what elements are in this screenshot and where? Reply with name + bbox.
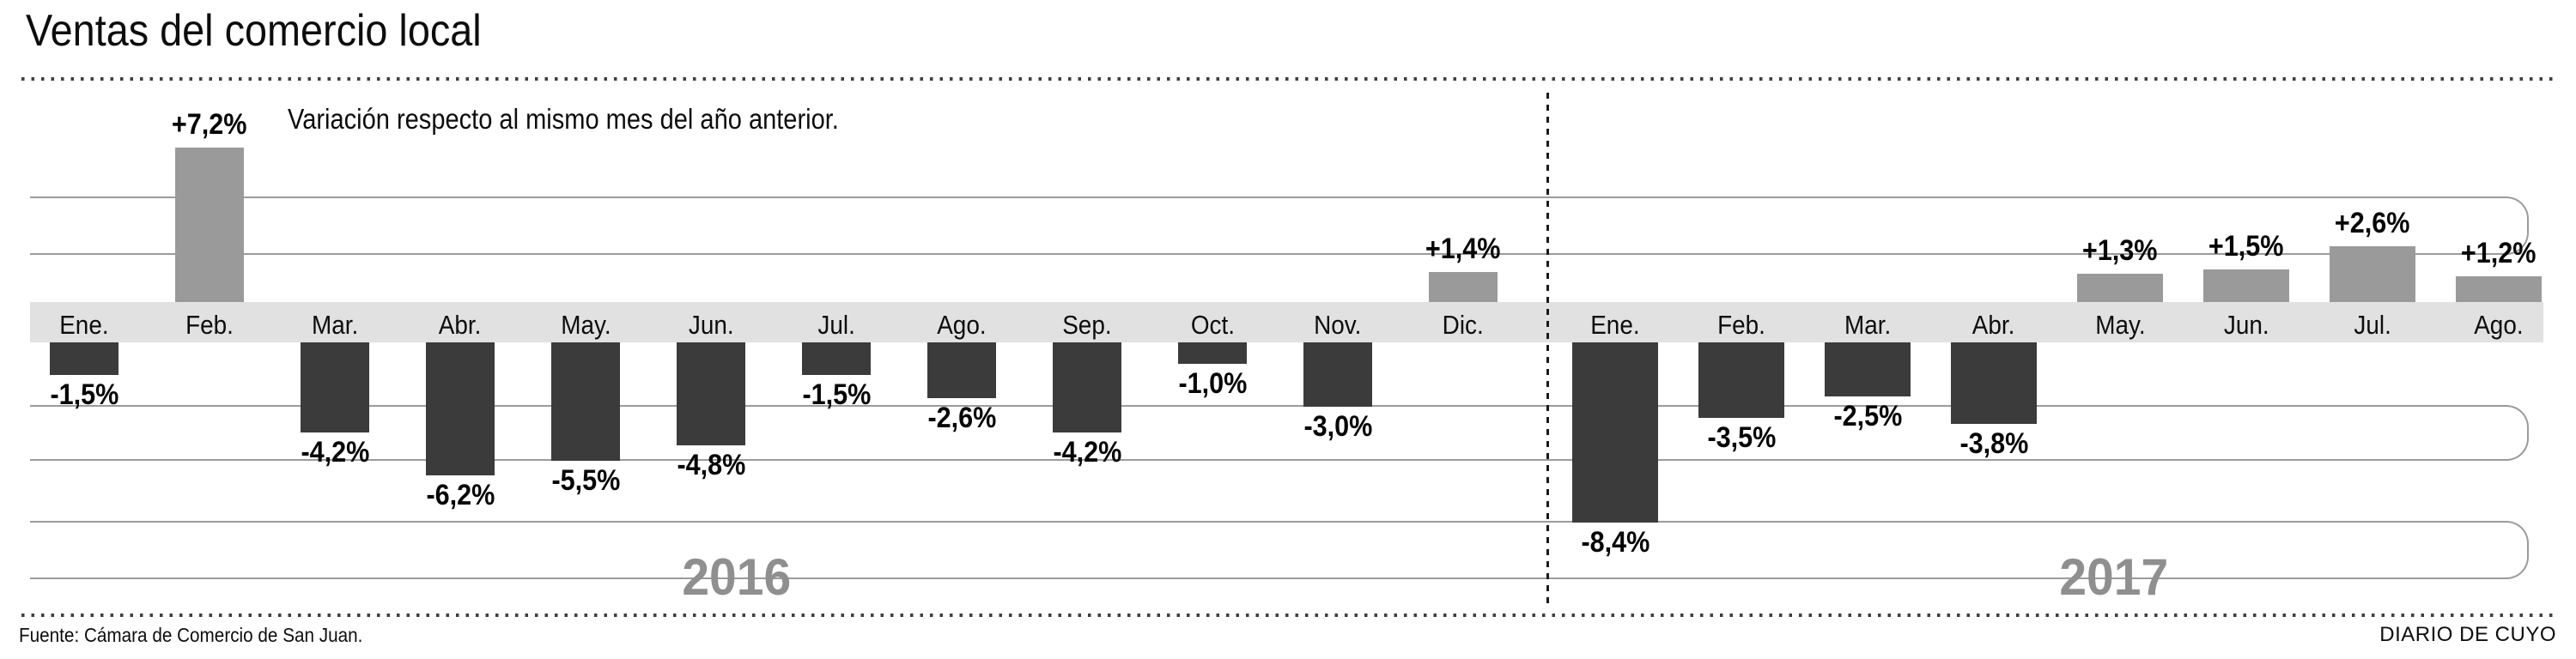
value-label-2017-Abr: -3,8%: [1959, 427, 2028, 460]
year-label-2016: 2016: [682, 548, 792, 606]
positive-bar-2017-Jul: [2330, 246, 2415, 302]
negative-bar-2016-Jul: [802, 342, 871, 375]
month-label-2016-Abr: Abr.: [439, 310, 482, 340]
month-label-2016-Nov: Nov.: [1314, 310, 1362, 340]
value-label-2016-Ago: -2,6%: [927, 402, 996, 434]
value-label-2017-Jun: +1,5%: [2208, 230, 2284, 263]
year-label-2017: 2017: [2059, 548, 2169, 606]
value-label-2016-Oct: -1,0%: [1178, 367, 1247, 400]
value-label-2016-Mar: -4,2%: [301, 436, 369, 469]
month-label-2016-Mar: Mar.: [311, 310, 359, 340]
negative-bar-2016-Mar: [301, 342, 369, 432]
month-label-2016-Oct: Oct.: [1190, 310, 1235, 340]
month-label-2017-Jul: Jul.: [2354, 310, 2391, 340]
negative-bar-2017-Mar: [1825, 342, 1911, 396]
year-divider-dotted-line: [1546, 93, 1549, 606]
month-label-2016-Ene: Ene.: [59, 310, 109, 340]
value-label-2016-Nov: -3,0%: [1303, 410, 1372, 443]
negative-bar-2016-Nov: [1303, 342, 1372, 407]
value-label-2016-Feb: +7,2%: [172, 108, 247, 141]
month-label-2017-Jun: Jun.: [2223, 310, 2269, 340]
grid-band-upper: [30, 196, 2529, 255]
negative-bar-2016-Ene: [50, 342, 118, 375]
month-label-2017-May: May.: [2094, 310, 2146, 340]
title-dotted-rule: [21, 77, 2557, 81]
value-label-2017-Jul: +2,6%: [2335, 207, 2410, 239]
value-label-2016-Jun: -4,8%: [677, 449, 745, 481]
value-label-2016-Ene: -1,5%: [50, 378, 118, 411]
negative-bar-2016-Oct: [1178, 342, 1247, 364]
brand-text: DIARIO DE CUYO: [2379, 623, 2556, 646]
negative-bar-2016-Ago: [927, 342, 996, 398]
month-label-2016-May: May.: [560, 310, 611, 340]
negative-bar-2016-Jun: [677, 342, 745, 445]
value-label-2017-Mar: -2,5%: [1833, 400, 1902, 432]
chart-title: Ventas del comercio local: [26, 6, 482, 56]
month-label-2017-Ago: Ago.: [2474, 310, 2524, 340]
month-label-2016-Ago: Ago.: [937, 310, 987, 340]
positive-bar-2016-Dic: [1429, 272, 1498, 302]
value-label-2016-May: -5,5%: [551, 464, 620, 497]
value-label-2017-Ago: +1,2%: [2461, 237, 2537, 269]
month-label-2017-Feb: Feb.: [1717, 310, 1765, 340]
month-label-2017-Ene: Ene.: [1590, 310, 1640, 340]
source-text: Fuente: Cámara de Comercio de San Juan.: [19, 624, 363, 646]
negative-bar-2017-Abr: [1951, 342, 2037, 424]
negative-bar-2017-Feb: [1698, 342, 1784, 418]
positive-bar-2017-Jun: [2203, 269, 2289, 302]
chart-subtitle: Variación respecto al mismo mes del año …: [288, 103, 839, 135]
value-label-2016-Jul: -1,5%: [802, 378, 871, 411]
month-label-2016-Jun: Jun.: [688, 310, 734, 340]
value-label-2017-Ene: -8,4%: [1581, 526, 1649, 559]
value-label-2016-Sep: -4,2%: [1053, 436, 1121, 469]
footer-dotted-rule: [21, 614, 2557, 617]
grid-band-lower-1: [30, 405, 2529, 461]
negative-bar-2016-Sep: [1053, 342, 1121, 432]
month-label-2017-Abr: Abr.: [1972, 310, 2015, 340]
value-label-2017-Feb: -3,5%: [1707, 421, 1776, 454]
month-label-2017-Mar: Mar.: [1844, 310, 1892, 340]
negative-bar-2016-May: [551, 342, 620, 461]
value-label-2016-Dic: +1,4%: [1425, 233, 1501, 265]
positive-bar-2017-May: [2077, 274, 2163, 302]
grid-band-lower-2: [30, 521, 2529, 579]
month-axis-band: [30, 302, 2543, 342]
value-label-2016-Abr: -6,2%: [426, 479, 495, 511]
negative-bar-2016-Abr: [426, 342, 495, 475]
month-label-2016-Feb: Feb.: [185, 310, 234, 340]
negative-bar-2017-Ene: [1572, 342, 1658, 523]
month-label-2016-Jul: Jul.: [817, 310, 855, 340]
positive-bar-2017-Ago: [2456, 276, 2542, 302]
positive-bar-2016-Feb: [175, 148, 244, 302]
month-label-2016-Dic: Dic.: [1442, 310, 1485, 340]
month-label-2016-Sep: Sep.: [1062, 310, 1112, 340]
value-label-2017-May: +1,3%: [2082, 234, 2158, 267]
